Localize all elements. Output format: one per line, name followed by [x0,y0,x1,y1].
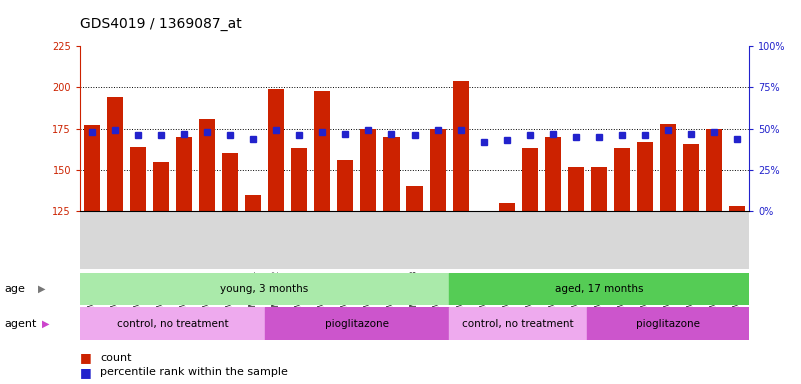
Bar [337,160,353,211]
Bar [591,167,607,211]
Bar [83,125,99,211]
Bar [545,137,561,211]
Text: ■: ■ [80,366,92,379]
Bar [449,273,749,305]
Text: count: count [100,353,131,363]
Bar [245,195,261,211]
Bar [476,211,492,213]
Bar [449,307,587,340]
Bar [80,307,264,340]
Text: ▶: ▶ [38,284,46,294]
Bar [268,89,284,211]
Bar [587,307,749,340]
Text: age: age [4,284,25,294]
Bar [153,162,169,211]
Text: aged, 17 months: aged, 17 months [555,284,643,294]
Bar [499,203,515,211]
Bar [429,129,445,211]
Bar [107,97,123,211]
Text: GDS4019 / 1369087_at: GDS4019 / 1369087_at [80,17,242,31]
Text: young, 3 months: young, 3 months [220,284,308,294]
Bar [521,149,538,211]
Bar [453,81,469,211]
Bar [80,273,449,305]
Bar [730,206,746,211]
Bar [291,149,308,211]
Bar [637,142,654,211]
Bar [199,119,215,211]
Bar [360,129,376,211]
Bar [568,167,584,211]
Bar [706,129,723,211]
Text: control, no treatment: control, no treatment [462,318,574,329]
Text: ▶: ▶ [42,319,49,329]
Bar [264,307,449,340]
Bar [683,144,699,211]
Bar [175,137,192,211]
Text: percentile rank within the sample: percentile rank within the sample [100,367,288,377]
Bar [130,147,146,211]
Text: control, no treatment: control, no treatment [116,318,228,329]
Text: pioglitazone: pioglitazone [325,318,388,329]
Text: ■: ■ [80,351,92,364]
Bar [614,149,630,211]
Bar [406,187,423,211]
Bar [660,124,676,211]
Text: pioglitazone: pioglitazone [636,318,700,329]
Bar [314,91,330,211]
Text: agent: agent [4,319,36,329]
Bar [384,137,400,211]
Bar [222,153,238,211]
